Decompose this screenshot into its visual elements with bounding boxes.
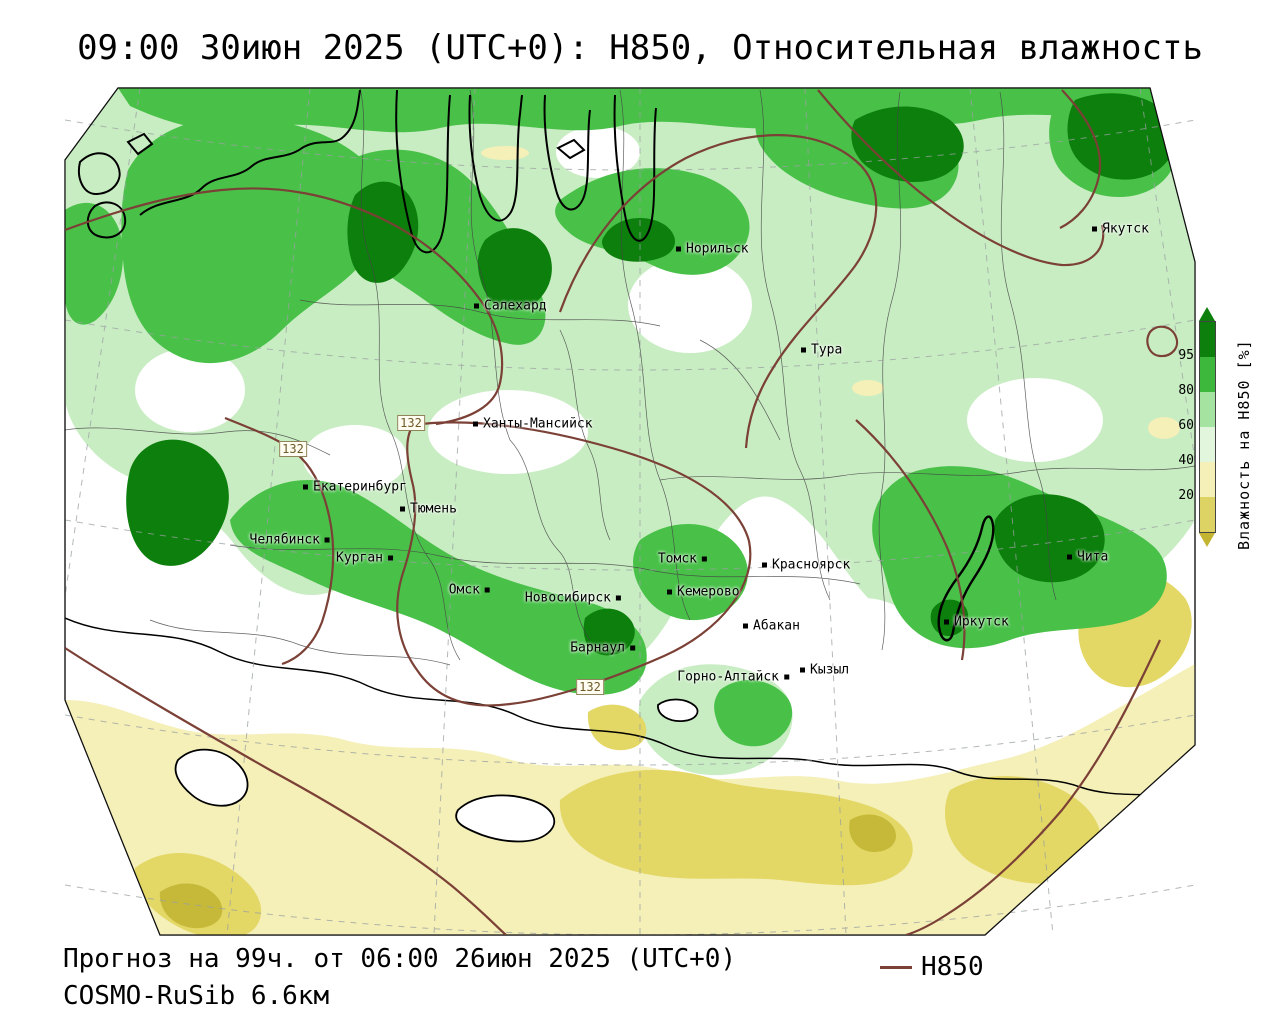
- city-label: Норильск: [686, 241, 749, 257]
- city-dot: [473, 421, 478, 427]
- city-dot: [762, 562, 767, 568]
- city-dot: [616, 595, 621, 601]
- colorbar-segment: [1200, 462, 1215, 497]
- city-marker-tomsk: Томск: [658, 552, 707, 567]
- city-marker-salekhard: Салехард: [474, 299, 547, 314]
- city-label: Ханты-Мансийск: [483, 416, 593, 432]
- h850-legend-label: H850: [921, 952, 984, 982]
- city-dot: [325, 537, 330, 543]
- city-dot: [667, 589, 672, 595]
- colorbar-tick: 60: [1178, 418, 1194, 433]
- city-label: Чита: [1077, 549, 1109, 565]
- city-marker-kemerovo: Кемерово: [667, 585, 740, 600]
- city-label: Салехард: [484, 298, 547, 314]
- city-dot: [388, 555, 393, 561]
- contour-label: 132: [279, 441, 307, 457]
- city-label: Новосибирск: [524, 590, 611, 606]
- city-marker-norilsk: Норильск: [676, 242, 749, 257]
- city-dot: [485, 587, 490, 593]
- city-marker-novosibirsk: Новосибирск: [525, 591, 621, 606]
- city-dot: [944, 619, 949, 625]
- city-label: Иркутск: [954, 614, 1009, 630]
- city-label: Омск: [448, 582, 480, 598]
- colorbar-segment: [1200, 357, 1215, 392]
- city-marker-chita: Чита: [1067, 550, 1108, 565]
- city-label: Тюмень: [410, 501, 457, 517]
- colorbar-tick: 40: [1178, 453, 1194, 468]
- city-label: Красноярск: [772, 557, 851, 573]
- forecast-info: Прогноз на 99ч. от 06:00 26июн 2025 (UTC…: [63, 944, 737, 974]
- city-dot: [400, 506, 405, 512]
- city-label: Екатеринбург: [313, 479, 407, 495]
- graticule: [65, 88, 1195, 935]
- city-label: Барнаул: [570, 640, 625, 656]
- city-marker-omsk: Омск: [449, 583, 490, 598]
- coastlines: [78, 89, 995, 843]
- graticule-lines: [65, 88, 1195, 935]
- city-marker-tyumen: Тюмень: [400, 502, 457, 517]
- city-dot: [702, 556, 707, 562]
- colorbar-title: Влажность на H850 [%]: [1235, 339, 1253, 551]
- city-marker-khanty-mansiysk: Ханты-Мансийск: [473, 417, 593, 432]
- city-dot: [630, 645, 635, 651]
- city-dot: [784, 674, 789, 680]
- colorbar-segment: [1200, 497, 1215, 532]
- city-label: Тура: [811, 342, 843, 358]
- city-label: Якутск: [1102, 221, 1149, 237]
- h850-line-sample: [880, 965, 912, 969]
- city-dot: [474, 303, 479, 309]
- model-info: COSMO-RuSib 6.6км: [63, 981, 330, 1011]
- colorbar-tick: 80: [1178, 383, 1194, 398]
- city-marker-abakan: Абакан: [743, 619, 800, 634]
- city-dot: [1067, 554, 1072, 560]
- city-marker-tura: Тура: [801, 343, 842, 358]
- city-marker-krasnoyarsk: Красноярск: [762, 558, 850, 573]
- city-marker-kyzyl: Кызыл: [800, 663, 849, 678]
- domain-edge-line: [64, 87, 1196, 936]
- humidity-mid-green-region: [65, 88, 1177, 747]
- colorbar-arrow-up-icon: [1199, 307, 1215, 321]
- colorbar-arrow-down-icon: [1199, 533, 1215, 547]
- humidity-shading: [65, 88, 1195, 935]
- city-label: Челябинск: [249, 532, 320, 548]
- humidity-dark-green-region: [126, 93, 1176, 656]
- city-dot: [743, 623, 748, 629]
- lakes: [174, 698, 699, 843]
- city-marker-ekaterinburg: Екатеринбург: [303, 480, 407, 495]
- city-marker-barnaul: Барнаул: [570, 641, 635, 656]
- city-label: Абакан: [753, 618, 800, 634]
- contour-label: 132: [576, 679, 604, 695]
- map-title: 09:00 30июн 2025 (UTC+0): H850, Относите…: [77, 28, 1203, 68]
- contour-label: 132: [397, 415, 425, 431]
- city-label: Курган: [336, 550, 383, 566]
- city-marker-gorno-altaysk: Горно-Алтайск: [677, 670, 789, 685]
- city-dot: [800, 667, 805, 673]
- city-marker-yakutsk: Якутск: [1092, 222, 1149, 237]
- colorbar-body: [1199, 321, 1216, 533]
- admin-boundaries: [65, 88, 1195, 666]
- city-marker-irkutsk: Иркутск: [944, 615, 1009, 630]
- city-marker-chelyabinsk: Челябинск: [250, 533, 330, 548]
- colorbar-tick: 20: [1178, 488, 1194, 503]
- h850-legend: H850: [880, 952, 984, 982]
- colorbar-tick: 95: [1178, 348, 1194, 363]
- city-dot: [676, 246, 681, 252]
- city-marker-kurgan: Курган: [336, 551, 393, 566]
- city-dot: [801, 347, 806, 353]
- colorbar-segment: [1200, 427, 1215, 462]
- humidity-colorbar: [1199, 307, 1216, 547]
- city-label: Кызыл: [810, 662, 850, 678]
- coastline: [78, 89, 657, 254]
- city-dot: [1092, 226, 1097, 232]
- colorbar-segment: [1200, 322, 1215, 357]
- city-label: Кемерово: [677, 584, 740, 600]
- city-label: Томск: [657, 551, 697, 567]
- city-label: Горно-Алтайск: [677, 669, 779, 685]
- national-border: [65, 617, 1195, 801]
- colorbar-segment: [1200, 392, 1215, 427]
- city-dot: [303, 484, 308, 490]
